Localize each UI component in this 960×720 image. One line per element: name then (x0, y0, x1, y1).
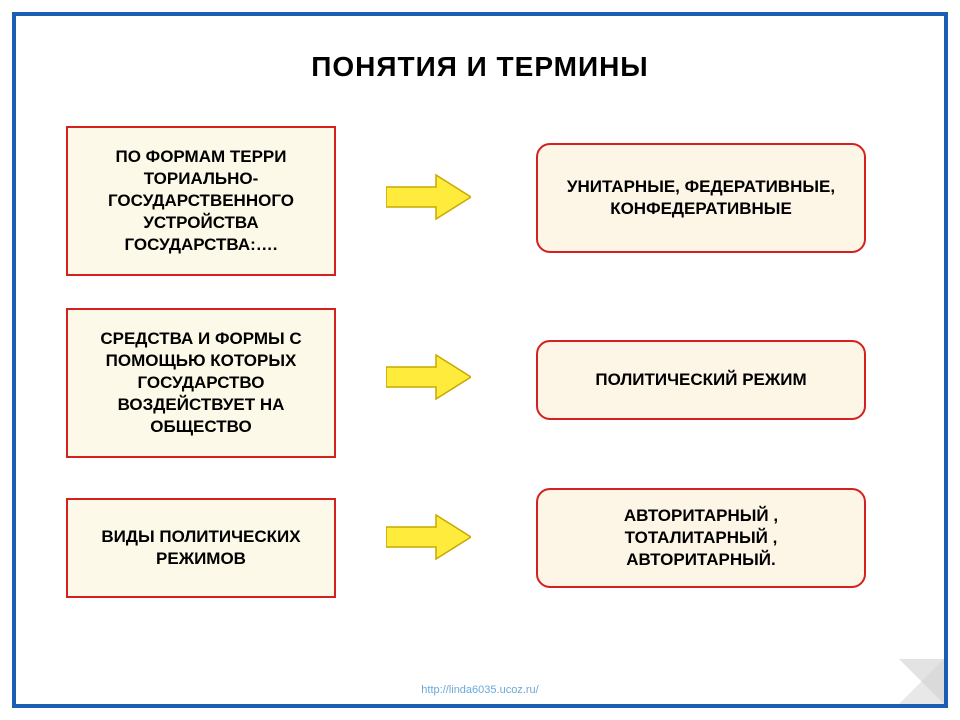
page-title: ПОНЯТИЯ И ТЕРМИНЫ (16, 51, 944, 83)
term-box-1: УНИТАРНЫЕ, ФЕДЕРАТИВНЫЕ, КОНФЕДЕРАТИВНЫЕ (536, 143, 866, 253)
concept-text-1: ПО ФОРМАМ ТЕРРИ ТОРИАЛЬНО- ГОСУДАРСТВЕНН… (78, 146, 324, 256)
slide-frame: ПОНЯТИЯ И ТЕРМИНЫ ПО ФОРМАМ ТЕРРИ ТОРИАЛ… (12, 12, 948, 708)
term-text-3: АВТОРИТАРНЫЙ , ТОТАЛИТАРНЫЙ , АВТОРИТАРН… (624, 505, 778, 571)
diagram-content: ПО ФОРМАМ ТЕРРИ ТОРИАЛЬНО- ГОСУДАРСТВЕНН… (16, 108, 944, 648)
arrow-3 (386, 513, 471, 561)
footer-link: http://linda6035.ucoz.ru/ (421, 684, 538, 696)
term-box-3: АВТОРИТАРНЫЙ , ТОТАЛИТАРНЫЙ , АВТОРИТАРН… (536, 488, 866, 588)
term-text-2: ПОЛИТИЧЕСКИЙ РЕЖИМ (595, 369, 806, 391)
concept-box-3: ВИДЫ ПОЛИТИЧЕСКИХ РЕЖИМОВ (66, 498, 336, 598)
arrow-1 (386, 173, 471, 221)
concept-box-2: СРЕДСТВА И ФОРМЫ С ПОМОЩЬЮ КОТОРЫХ ГОСУД… (66, 308, 336, 458)
page-corner-fold (899, 659, 944, 704)
arrow-right-icon (386, 513, 471, 561)
concept-text-2: СРЕДСТВА И ФОРМЫ С ПОМОЩЬЮ КОТОРЫХ ГОСУД… (78, 328, 324, 438)
term-box-2: ПОЛИТИЧЕСКИЙ РЕЖИМ (536, 340, 866, 420)
arrow-2 (386, 353, 471, 401)
arrow-right-icon (386, 353, 471, 401)
arrow-right-icon (386, 173, 471, 221)
concept-text-3: ВИДЫ ПОЛИТИЧЕСКИХ РЕЖИМОВ (78, 526, 324, 570)
concept-box-1: ПО ФОРМАМ ТЕРРИ ТОРИАЛЬНО- ГОСУДАРСТВЕНН… (66, 126, 336, 276)
term-text-1: УНИТАРНЫЕ, ФЕДЕРАТИВНЫЕ, КОНФЕДЕРАТИВНЫЕ (548, 176, 854, 220)
